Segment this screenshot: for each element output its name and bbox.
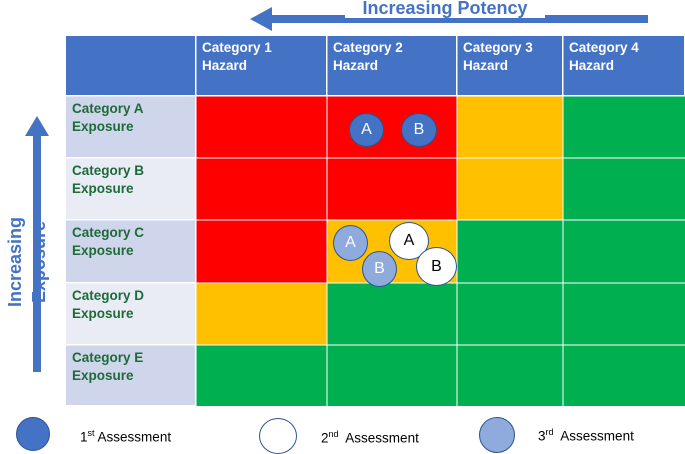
column-header-category-4: Category 4 Hazard (563, 36, 685, 96)
row-header-category-b: Category B Exposure (66, 158, 196, 220)
row-header-category-e: Category E Exposure (66, 345, 196, 406)
assessment-1-marker-a: A (349, 113, 384, 147)
risk-cell (327, 158, 457, 220)
assessment-1-marker-b: B (401, 113, 437, 147)
increasing-potency-arrow (250, 7, 648, 31)
column-header-category-3: Category 3 Hazard (457, 36, 563, 96)
risk-cell (196, 96, 327, 158)
risk-cell (563, 96, 685, 158)
header-corner (66, 36, 196, 96)
increasing-exposure-label: Increasing Exposure (3, 182, 49, 342)
risk-cell (457, 220, 563, 283)
risk-cell (327, 283, 457, 345)
increasing-potency-label: Increasing Potency (345, 0, 545, 18)
risk-cell (457, 283, 563, 345)
increasing-exposure-arrow (25, 116, 49, 372)
risk-cell (563, 158, 685, 220)
row-header-category-d: Category D Exposure (66, 283, 196, 345)
risk-cell (196, 283, 327, 345)
risk-cell (327, 96, 457, 158)
legend-first-assessment-label: 1st Assessment (80, 428, 172, 445)
legend-second-assessment-label: 2nd Assessment (321, 429, 419, 446)
risk-cell (327, 345, 457, 406)
assessment-2-marker-b: B (416, 247, 457, 286)
risk-cell (196, 158, 327, 220)
risk-cell (457, 345, 563, 406)
column-header-category-2: Category 2 Hazard (327, 36, 457, 96)
assessment-3-marker-a: A (333, 225, 368, 261)
row-header-category-c: Category C Exposure (66, 220, 196, 283)
legend-third-assessment-circle (479, 417, 515, 453)
legend-second-assessment-circle (259, 418, 297, 454)
legend-first-assessment-circle (16, 417, 50, 451)
assessment-3-marker-b: B (362, 251, 397, 287)
risk-cell (563, 345, 685, 406)
legend-third-assessment-label: 3rd Assessment (538, 427, 634, 444)
risk-cell (457, 158, 563, 220)
column-header-category-1: Category 1 Hazard (196, 36, 327, 96)
risk-cell (196, 220, 327, 283)
risk-cell (563, 220, 685, 283)
risk-cell (563, 283, 685, 345)
risk-cell (196, 345, 327, 406)
row-header-category-a: Category A Exposure (66, 96, 196, 158)
risk-cell (457, 96, 563, 158)
